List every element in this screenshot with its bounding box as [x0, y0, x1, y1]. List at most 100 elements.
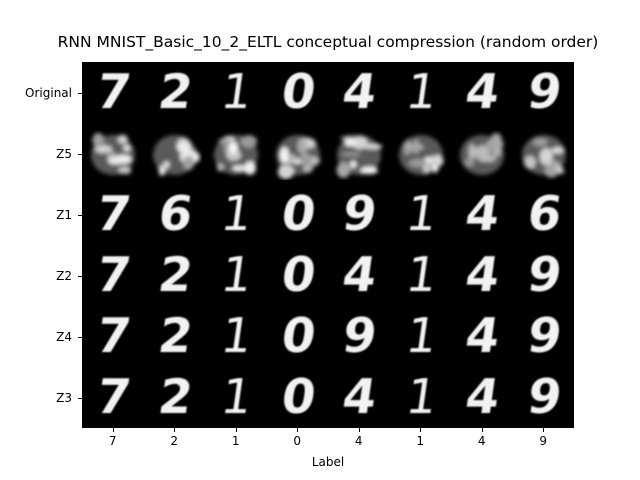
- grid-cell: 2: [145, 368, 206, 427]
- digit-image: 7: [93, 186, 135, 242]
- grid-cell: 4: [452, 185, 513, 246]
- grid-cell: [83, 124, 144, 185]
- y-tick: [78, 93, 82, 94]
- grid-cell: 6: [514, 185, 574, 246]
- digit-image: 7: [93, 369, 135, 425]
- grid-cell: [391, 124, 452, 185]
- grid-cell: 7: [83, 307, 144, 368]
- grid-cell: 4: [452, 63, 513, 124]
- grid-cell: 1: [206, 185, 267, 246]
- grid-cell: 1: [391, 368, 452, 427]
- digit-image: 7: [93, 308, 135, 364]
- row-label-z1: Z1: [56, 207, 72, 222]
- digit-image: 1: [217, 64, 256, 120]
- digit-image: 1: [217, 308, 256, 364]
- digit-image: 1: [401, 64, 441, 120]
- column-label: 7: [108, 434, 117, 448]
- digit-image: 9: [523, 64, 565, 120]
- y-tick: [78, 337, 82, 338]
- x-tick: [113, 428, 114, 432]
- digit-image: 7: [93, 247, 135, 303]
- x-tick: [297, 428, 298, 432]
- grid-cell: 1: [206, 246, 267, 307]
- row-label-z2: Z2: [56, 268, 72, 283]
- digit-image: 9: [339, 186, 381, 242]
- grid-cell: 1: [391, 185, 452, 246]
- grid-cell: 9: [514, 307, 574, 368]
- digit-image: 2: [154, 64, 196, 120]
- digit-image: 0: [277, 369, 319, 425]
- reconstruction-blob: [275, 135, 320, 179]
- grid-cell: 4: [329, 368, 390, 427]
- grid-cell: 2: [145, 63, 206, 124]
- grid-cell: 9: [514, 246, 574, 307]
- digit-image: 9: [523, 369, 565, 425]
- digit-image: 4: [462, 64, 504, 120]
- digit-image: 4: [339, 64, 381, 120]
- digit-image: 4: [462, 247, 504, 303]
- digit-image: 1: [401, 369, 441, 425]
- grid-cell: 0: [268, 185, 329, 246]
- grid-cell: [514, 124, 574, 185]
- y-tick: [78, 154, 82, 155]
- column-label: 0: [293, 434, 302, 448]
- grid-cell: 2: [145, 307, 206, 368]
- digit-image: 0: [277, 64, 319, 120]
- grid-cell: 9: [514, 368, 574, 427]
- grid-cell: 4: [452, 368, 513, 427]
- grid-cell: 1: [391, 63, 452, 124]
- grid-cell: 1: [391, 246, 452, 307]
- column-label: 9: [539, 434, 548, 448]
- digit-image: 4: [462, 186, 504, 242]
- digit-image: 1: [217, 369, 256, 425]
- digit-image: 4: [462, 369, 504, 425]
- digit-image: 1: [217, 247, 256, 303]
- reconstruction-blob: [152, 135, 200, 176]
- grid-cell: 0: [268, 246, 329, 307]
- y-tick: [78, 276, 82, 277]
- digit-image: 1: [401, 247, 441, 303]
- reconstruction-blob: [91, 132, 135, 175]
- grid-cell: 4: [452, 246, 513, 307]
- grid-cell: 0: [268, 307, 329, 368]
- figure-title: RNN MNIST_Basic_10_2_ELTL conceptual com…: [57, 33, 599, 51]
- column-label: 1: [416, 434, 425, 448]
- grid-cell: 1: [206, 368, 267, 427]
- digit-image: 0: [277, 186, 319, 242]
- digit-image: 2: [154, 308, 196, 364]
- digit-image: 7: [93, 64, 135, 120]
- digit-image: 2: [154, 369, 196, 425]
- y-tick: [78, 215, 82, 216]
- digit-image: 9: [523, 308, 565, 364]
- column-label: 4: [477, 434, 486, 448]
- grid-cell: 7: [83, 368, 144, 427]
- x-tick: [420, 428, 421, 432]
- x-tick: [236, 428, 237, 432]
- reconstruction-blob: [214, 135, 258, 175]
- digit-image: 0: [277, 308, 319, 364]
- grid-cell: 4: [329, 63, 390, 124]
- row-label-original: Original: [25, 85, 72, 100]
- digit-image: 4: [339, 247, 381, 303]
- grid-cell: 1: [391, 307, 452, 368]
- digit-image: 6: [523, 186, 565, 242]
- grid-cell: 9: [329, 185, 390, 246]
- grid-cell: [268, 124, 329, 185]
- row-label-z4: Z4: [56, 329, 72, 344]
- grid-cell: [329, 124, 390, 185]
- grid-cell: 1: [206, 63, 267, 124]
- digit-image: 9: [339, 308, 381, 364]
- x-tick: [174, 428, 175, 432]
- x-tick: [359, 428, 360, 432]
- digit-image: 1: [401, 308, 441, 364]
- grid-cell: 4: [329, 246, 390, 307]
- digit-image: 1: [217, 186, 256, 242]
- grid-cell: 7: [83, 246, 144, 307]
- grid-cell: 0: [268, 368, 329, 427]
- column-label: 4: [354, 434, 363, 448]
- grid-cell: 9: [514, 63, 574, 124]
- digit-image: 9: [523, 247, 565, 303]
- digit-image: 2: [154, 247, 196, 303]
- row-label-z5: Z5: [56, 146, 72, 161]
